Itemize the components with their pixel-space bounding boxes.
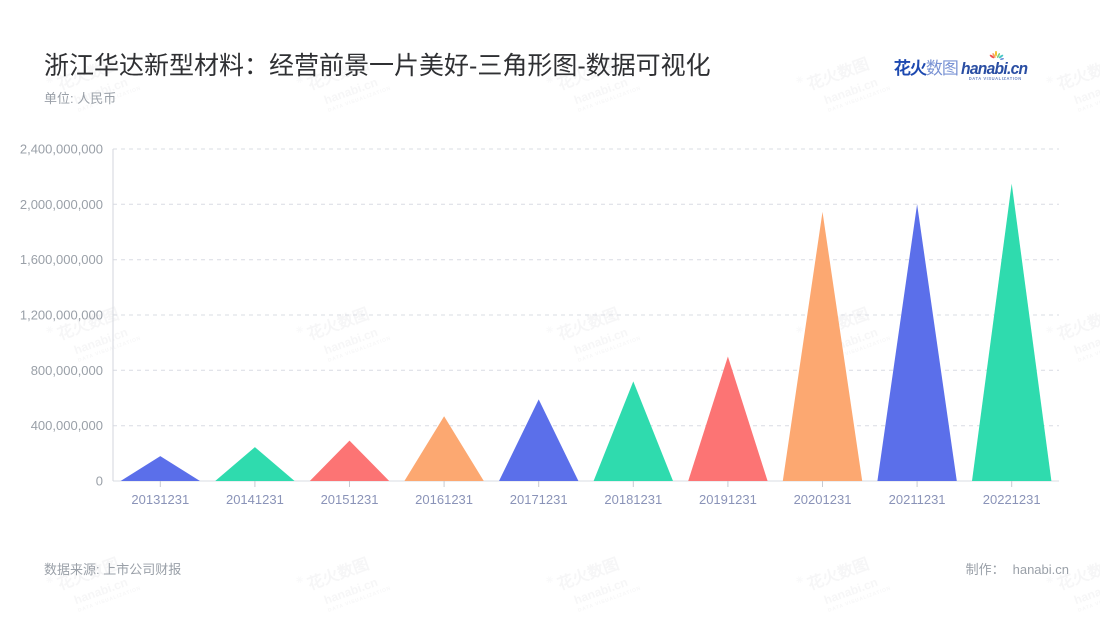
svg-text:1,200,000,000: 1,200,000,000 xyxy=(20,308,103,323)
svg-text:800,000,000: 800,000,000 xyxy=(31,363,103,378)
svg-text:2,400,000,000: 2,400,000,000 xyxy=(20,142,103,157)
svg-text:20141231: 20141231 xyxy=(226,492,284,507)
svg-text:20221231: 20221231 xyxy=(983,492,1041,507)
svg-text:2,000,000,000: 2,000,000,000 xyxy=(20,197,103,212)
svg-text:20161231: 20161231 xyxy=(415,492,473,507)
svg-text:0: 0 xyxy=(96,474,103,489)
svg-text:1,600,000,000: 1,600,000,000 xyxy=(20,252,103,267)
svg-text:20201231: 20201231 xyxy=(794,492,852,507)
svg-text:20131231: 20131231 xyxy=(131,492,189,507)
svg-text:20151231: 20151231 xyxy=(321,492,379,507)
svg-text:20181231: 20181231 xyxy=(604,492,662,507)
svg-text:400,000,000: 400,000,000 xyxy=(31,418,103,433)
svg-text:20171231: 20171231 xyxy=(510,492,568,507)
svg-text:20191231: 20191231 xyxy=(699,492,757,507)
svg-text:20211231: 20211231 xyxy=(889,492,946,507)
